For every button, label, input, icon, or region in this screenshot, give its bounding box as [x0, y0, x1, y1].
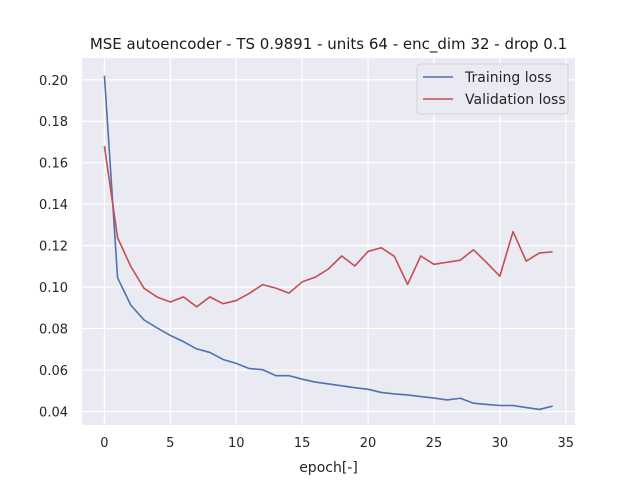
- plot-area: [82, 58, 575, 425]
- validation-loss-line: [103, 146, 553, 308]
- x-tick-label: 15: [294, 436, 311, 451]
- x-tick-label: 30: [492, 436, 509, 451]
- x-tick-labels: 0 5 10 15 20 25 30 35: [100, 436, 574, 451]
- grid-lines: [82, 58, 575, 425]
- legend-box: [416, 63, 569, 115]
- x-axis-label: epoch[-]: [299, 460, 358, 476]
- legend-label: Training loss: [464, 70, 552, 86]
- x-tick-label: 0: [100, 436, 108, 451]
- y-tick-label: 0.12: [39, 240, 68, 255]
- x-tick-label: 35: [557, 436, 574, 451]
- y-tick-labels: 0.04 0.06 0.08 0.10 0.12 0.14 0.16 0.18 0.20: [39, 74, 68, 421]
- y-tick-label: 0.08: [39, 323, 68, 338]
- y-tick-label: 0.04: [39, 406, 68, 421]
- y-tick-label: 0.06: [39, 364, 68, 379]
- y-tick-label: 0.16: [39, 157, 68, 172]
- y-tick-label: 0.20: [39, 74, 68, 89]
- x-tick-label: 25: [426, 436, 443, 451]
- x-tick-label: 20: [360, 436, 377, 451]
- legend-label: Validation loss: [465, 92, 566, 108]
- training-loss-line: [103, 75, 553, 411]
- x-tick-label: 5: [166, 436, 174, 451]
- y-tick-label: 0.10: [39, 281, 68, 296]
- y-tick-label: 0.18: [39, 115, 68, 130]
- y-tick-label: 0.14: [39, 198, 68, 213]
- legend: Training loss Validation loss: [416, 63, 569, 115]
- x-tick-label: 10: [228, 436, 245, 451]
- chart-title: MSE autoencoder - TS 0.9891 - units 64 -…: [90, 35, 567, 54]
- series-layer: [103, 75, 553, 411]
